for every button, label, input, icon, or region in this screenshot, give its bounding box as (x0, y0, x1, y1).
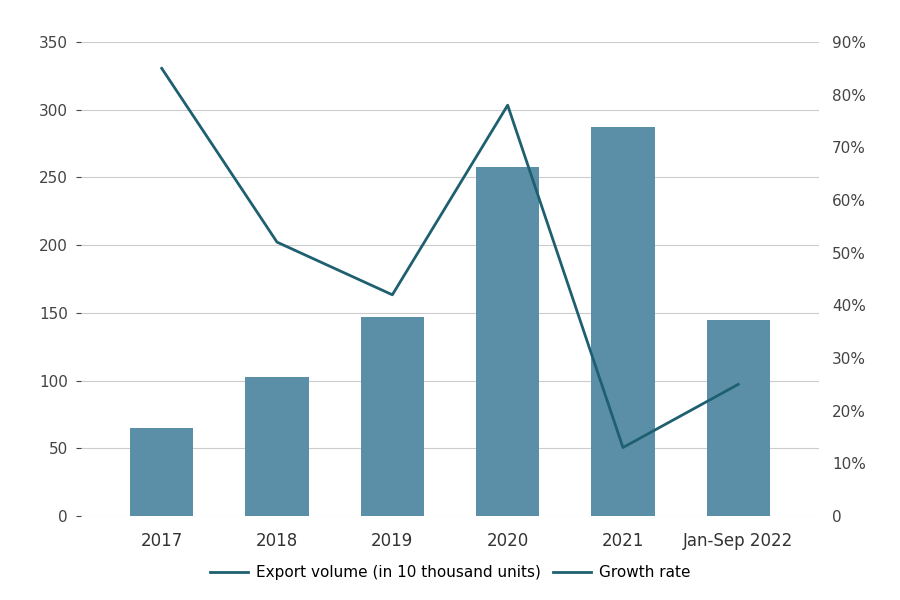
Bar (361, 317, 424, 516)
Bar (130, 428, 194, 516)
Bar (246, 377, 309, 516)
Bar (591, 127, 654, 516)
Bar (476, 167, 539, 516)
Legend: Export volume (in 10 thousand units), Growth rate: Export volume (in 10 thousand units), Gr… (203, 559, 697, 586)
Bar (706, 320, 770, 516)
